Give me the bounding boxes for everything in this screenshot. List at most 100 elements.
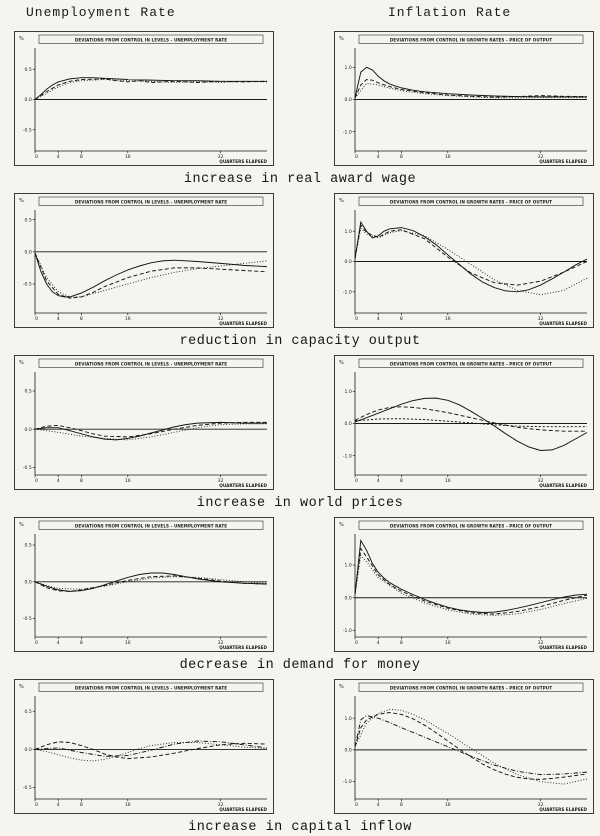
x-tick-label: 0 — [35, 802, 38, 808]
series-dotted — [34, 423, 267, 441]
y-tick-label: 1.0 — [344, 229, 351, 235]
x-axis-label: QUARTERS ELAPSED — [539, 645, 587, 650]
x-tick-label: 16 — [445, 802, 451, 808]
chart-pair: % DEVIATIONS FROM CONTROL IN LEVELS - UNE… — [0, 193, 600, 328]
x-tick-label: 4 — [57, 478, 60, 484]
chart-row-4: % DEVIATIONS FROM CONTROL IN LEVELS - UNE… — [0, 517, 600, 673]
line-chart: % DEVIATIONS FROM CONTROL IN LEVELS - UNE… — [19, 196, 268, 326]
x-tick-label: 4 — [377, 316, 380, 322]
line-chart: % DEVIATIONS FROM CONTROL IN GROWTH RATES… — [339, 682, 588, 812]
x-tick-label: 16 — [125, 640, 131, 646]
series-dashed — [34, 575, 268, 592]
x-tick-label: 8 — [80, 478, 83, 484]
series-dashed — [34, 78, 268, 100]
series-dotted — [34, 742, 268, 762]
chart-title-box — [38, 34, 264, 44]
x-tick-label: 32 — [218, 154, 224, 160]
chart-title: DEVIATIONS FROM CONTROL IN GROWTH RATES … — [390, 199, 552, 204]
y-tick-label: 0.0 — [344, 97, 351, 103]
series-solid — [354, 66, 587, 99]
x-tick-label: 0 — [355, 478, 358, 484]
charts-grid: % DEVIATIONS FROM CONTROL IN LEVELS - UNE… — [0, 31, 600, 835]
y-axis-unit-label: % — [339, 522, 344, 528]
x-tick-label: 32 — [538, 478, 544, 484]
x-tick-label: 16 — [445, 154, 451, 160]
y-tick-label: 1.0 — [344, 65, 351, 71]
unemployment-chart-row-3: % DEVIATIONS FROM CONTROL IN LEVELS - UNE… — [14, 355, 274, 490]
y-tick-label: 0.5 — [24, 67, 31, 73]
x-tick-label: 32 — [218, 802, 224, 808]
x-tick-label: 16 — [445, 316, 451, 322]
x-axis-label: QUARTERS ELAPSED — [219, 807, 267, 812]
y-tick-label: 0.0 — [24, 427, 31, 433]
x-tick-label: 4 — [57, 802, 60, 808]
y-tick-label: 1.0 — [344, 716, 351, 722]
chart-title-box — [38, 520, 264, 530]
chart-title: DEVIATIONS FROM CONTROL IN GROWTH RATES … — [390, 523, 552, 528]
unemployment-chart-row-5: % DEVIATIONS FROM CONTROL IN LEVELS - UNE… — [14, 679, 274, 814]
x-tick-label: 32 — [538, 154, 544, 160]
x-axis-label: QUARTERS ELAPSED — [539, 321, 587, 326]
x-tick-label: 0 — [355, 316, 358, 322]
y-tick-label: 0.0 — [24, 249, 31, 255]
x-tick-label: 4 — [57, 640, 60, 646]
x-tick-label: 16 — [445, 640, 451, 646]
row-caption: increase in capital inflow — [188, 820, 412, 835]
line-chart: % DEVIATIONS FROM CONTROL IN GROWTH RATES… — [339, 34, 588, 164]
y-tick-label: -1.0 — [343, 129, 352, 135]
x-tick-label: 8 — [80, 316, 83, 322]
chart-title: DEVIATIONS FROM CONTROL IN LEVELS - UNEM… — [75, 199, 227, 204]
series-dashed — [354, 712, 588, 780]
y-tick-label: -1.0 — [343, 453, 352, 459]
line-chart: % DEVIATIONS FROM CONTROL IN LEVELS - UNE… — [19, 358, 268, 488]
inflation-chart-row-5: % DEVIATIONS FROM CONTROL IN GROWTH RATES… — [334, 679, 594, 814]
inflation-chart-row-1: % DEVIATIONS FROM CONTROL IN GROWTH RATES… — [334, 31, 594, 166]
chart-title-box — [38, 196, 264, 206]
column-headers: Unemployment Rate Inflation Rate — [0, 0, 600, 25]
right-column-title: Inflation Rate — [388, 5, 512, 20]
series-dashed — [354, 223, 588, 286]
chart-row-2: % DEVIATIONS FROM CONTROL IN LEVELS - UNE… — [0, 193, 600, 349]
y-tick-label: -0.5 — [23, 282, 32, 288]
y-tick-label: 0.5 — [24, 389, 31, 395]
chart-title: DEVIATIONS FROM CONTROL IN LEVELS - UNEM… — [75, 685, 227, 690]
x-axis-label: QUARTERS ELAPSED — [539, 159, 587, 164]
x-tick-label: 32 — [538, 316, 544, 322]
series-dotted — [354, 708, 588, 785]
row-caption: decrease in demand for money — [179, 658, 421, 673]
x-tick-label: 4 — [377, 478, 380, 484]
x-tick-label: 8 — [400, 316, 403, 322]
x-tick-label: 32 — [538, 802, 544, 808]
chart-title-box — [358, 682, 584, 692]
unemployment-chart-row-4: % DEVIATIONS FROM CONTROL IN LEVELS - UNE… — [14, 517, 274, 652]
chart-title: DEVIATIONS FROM CONTROL IN GROWTH RATES … — [390, 37, 552, 42]
x-tick-label: 16 — [445, 478, 451, 484]
chart-title-box — [358, 520, 584, 530]
x-axis-label: QUARTERS ELAPSED — [219, 321, 267, 326]
chart-pair: % DEVIATIONS FROM CONTROL IN LEVELS - UNE… — [0, 355, 600, 490]
series-dotted — [354, 227, 588, 296]
series-dotted — [34, 252, 268, 298]
x-tick-label: 0 — [35, 478, 38, 484]
left-column-title: Unemployment Rate — [26, 5, 176, 20]
x-tick-label: 4 — [377, 640, 380, 646]
inflation-chart-row-2: % DEVIATIONS FROM CONTROL IN GROWTH RATES… — [334, 193, 594, 328]
x-tick-label: 8 — [80, 802, 83, 808]
line-chart: % DEVIATIONS FROM CONTROL IN LEVELS - UNE… — [19, 34, 268, 164]
x-axis-label: QUARTERS ELAPSED — [219, 483, 267, 488]
y-axis-unit-label: % — [339, 360, 344, 366]
y-tick-label: -1.0 — [343, 289, 352, 295]
series-solid — [354, 220, 588, 293]
series-dotted — [34, 79, 268, 100]
chart-title: DEVIATIONS FROM CONTROL IN LEVELS - UNEM… — [75, 361, 227, 366]
x-tick-label: 8 — [400, 802, 403, 808]
x-axis-label: QUARTERS ELAPSED — [539, 807, 587, 812]
chart-row-5: % DEVIATIONS FROM CONTROL IN LEVELS - UNE… — [0, 679, 600, 835]
line-chart: % DEVIATIONS FROM CONTROL IN GROWTH RATES… — [339, 196, 588, 326]
chart-pair: % DEVIATIONS FROM CONTROL IN LEVELS - UNE… — [0, 517, 600, 652]
series-solid — [34, 421, 267, 441]
x-tick-label: 4 — [377, 802, 380, 808]
series-solid — [34, 77, 267, 100]
chart-title-box — [38, 682, 264, 692]
x-tick-label: 4 — [57, 316, 60, 322]
